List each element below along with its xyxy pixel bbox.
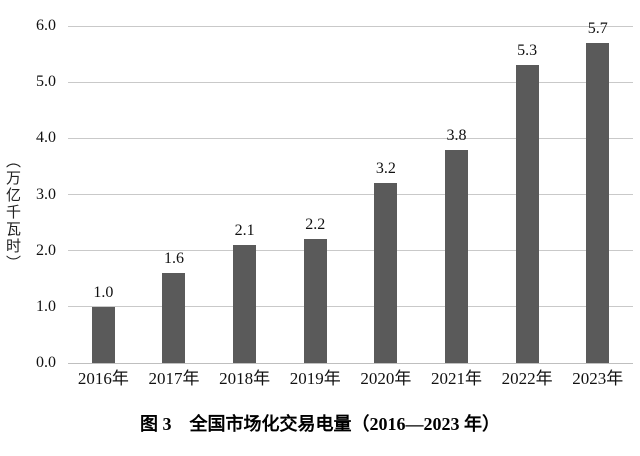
bar-value-label: 1.0	[93, 283, 114, 301]
y-tick-label: 0.0	[36, 354, 56, 371]
y-tick-label: 6.0	[36, 17, 56, 34]
bar	[91, 306, 115, 363]
plot-area: 1.0 1.6 2.1 2.2 3.2 3.8 5.3 5.7	[68, 20, 633, 364]
y-axis-label: （万亿千瓦时）	[4, 152, 20, 272]
x-tick-label: 2023年	[572, 369, 624, 388]
bar-value-label: 1.6	[163, 250, 184, 268]
chart-title: 图 3 全国市场化交易电量（2016—2023 年）	[140, 414, 500, 434]
bar	[162, 273, 186, 363]
bar	[515, 65, 539, 363]
x-axis-line	[68, 362, 633, 364]
bar	[444, 149, 468, 363]
x-tick-label: 2017年	[148, 369, 200, 388]
x-tick-label: 2021年	[430, 369, 482, 388]
gridline	[68, 306, 633, 308]
bar	[374, 183, 398, 363]
x-tick-label: 2022年	[501, 369, 553, 388]
bar	[586, 42, 610, 363]
bar-value-label: 5.7	[587, 19, 608, 37]
y-tick-label: 4.0	[36, 129, 56, 147]
y-tick-label: 5.0	[36, 73, 56, 91]
y-tick-label: 3.0	[36, 185, 56, 203]
y-tick-label: 1.0	[36, 297, 56, 315]
x-tick-label: 2016年	[77, 369, 129, 388]
gridline	[68, 250, 633, 252]
gridline	[68, 81, 633, 83]
bar-value-label: 2.2	[305, 216, 326, 234]
bar	[303, 239, 327, 363]
y-tick-label: 2.0	[36, 241, 56, 259]
bar-value-label: 2.1	[234, 222, 255, 240]
x-tick-label: 2020年	[360, 369, 412, 388]
bar-value-label: 3.8	[446, 126, 467, 144]
bar-value-label: 5.3	[517, 42, 538, 60]
x-tick-label: 2019年	[289, 369, 341, 388]
x-tick-label: 2018年	[219, 369, 271, 388]
bar-value-label: 3.2	[375, 160, 396, 178]
gridline	[68, 25, 633, 27]
bar	[233, 245, 257, 363]
gridline	[68, 137, 633, 139]
gridline	[68, 194, 633, 195]
